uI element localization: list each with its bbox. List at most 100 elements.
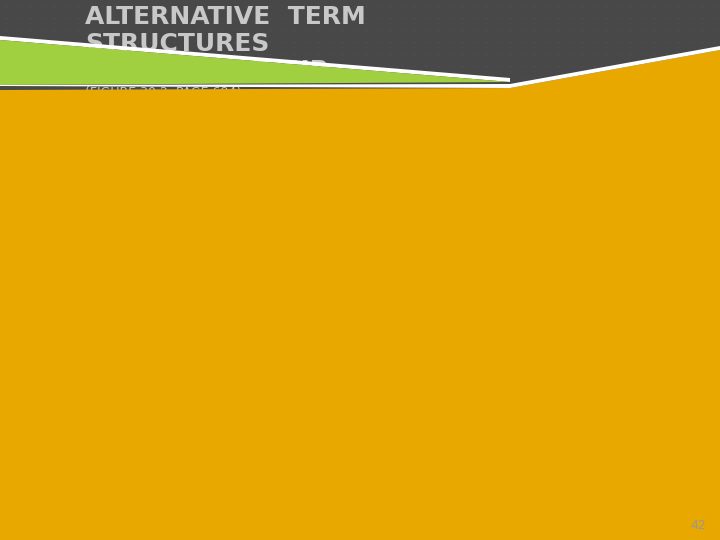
Point <box>120 422 132 430</box>
Point <box>348 446 360 454</box>
Point <box>696 2 708 10</box>
Point <box>624 254 636 262</box>
Point <box>276 446 288 454</box>
Point <box>12 374 24 382</box>
Point <box>360 386 372 394</box>
Point <box>444 434 456 442</box>
Point <box>504 26 516 35</box>
Point <box>288 134 300 143</box>
Point <box>564 158 576 166</box>
Point <box>96 158 108 166</box>
Point <box>180 410 192 418</box>
Point <box>288 386 300 394</box>
Point <box>324 278 336 286</box>
Point <box>492 446 504 454</box>
Point <box>204 422 216 430</box>
Point <box>648 350 660 359</box>
Point <box>348 86 360 94</box>
Point <box>36 254 48 262</box>
Point <box>120 278 132 286</box>
Point <box>540 134 552 143</box>
Point <box>540 289 552 298</box>
Point <box>252 470 264 478</box>
Point <box>36 62 48 70</box>
Point <box>312 206 324 214</box>
Point <box>144 422 156 430</box>
Point <box>120 434 132 442</box>
Point <box>336 289 348 298</box>
Point <box>396 518 408 526</box>
Point <box>372 314 384 322</box>
Point <box>564 50 576 58</box>
Point <box>324 122 336 130</box>
Point <box>48 181 60 190</box>
Point <box>432 446 444 454</box>
Point <box>528 158 540 166</box>
Point <box>288 397 300 406</box>
Point <box>24 422 36 430</box>
Point <box>288 110 300 118</box>
Point <box>396 218 408 226</box>
Point <box>468 158 480 166</box>
Point <box>684 194 696 202</box>
Point <box>108 14 120 22</box>
Point <box>636 50 648 58</box>
Point <box>324 26 336 35</box>
Point <box>420 158 432 166</box>
Point <box>648 50 660 58</box>
Point <box>672 242 684 251</box>
Point <box>456 289 468 298</box>
Point <box>132 397 144 406</box>
Point <box>600 278 612 286</box>
Point <box>624 50 636 58</box>
Point <box>96 458 108 467</box>
Point <box>612 446 624 454</box>
Point <box>60 134 72 143</box>
Point <box>468 73 480 82</box>
Point <box>240 26 252 35</box>
Point <box>624 434 636 442</box>
Point <box>444 314 456 322</box>
Point <box>84 397 96 406</box>
Point <box>360 73 372 82</box>
Point <box>0 194 12 202</box>
Point <box>600 181 612 190</box>
Point <box>24 158 36 166</box>
Point <box>480 266 492 274</box>
Point <box>468 266 480 274</box>
Point <box>624 218 636 226</box>
Point <box>72 194 84 202</box>
Point <box>240 397 252 406</box>
Point <box>24 410 36 418</box>
Point <box>252 530 264 538</box>
Point <box>504 289 516 298</box>
Point <box>36 38 48 46</box>
Point <box>708 181 720 190</box>
Point <box>228 314 240 322</box>
Point <box>372 422 384 430</box>
Point <box>108 302 120 310</box>
Point <box>600 434 612 442</box>
Point <box>336 314 348 322</box>
Point <box>72 530 84 538</box>
Point <box>192 289 204 298</box>
Point <box>0 518 12 526</box>
Point <box>564 86 576 94</box>
Point <box>336 434 348 442</box>
Point <box>516 158 528 166</box>
Point <box>492 314 504 322</box>
Point <box>168 266 180 274</box>
Point <box>24 206 36 214</box>
Point <box>36 350 48 359</box>
Point <box>228 73 240 82</box>
Point <box>108 194 120 202</box>
Point <box>708 482 720 490</box>
Point <box>492 50 504 58</box>
Point <box>624 518 636 526</box>
Point <box>0 374 12 382</box>
Point <box>480 302 492 310</box>
Point <box>432 134 444 143</box>
Point <box>24 302 36 310</box>
Point <box>372 470 384 478</box>
Point <box>204 73 216 82</box>
